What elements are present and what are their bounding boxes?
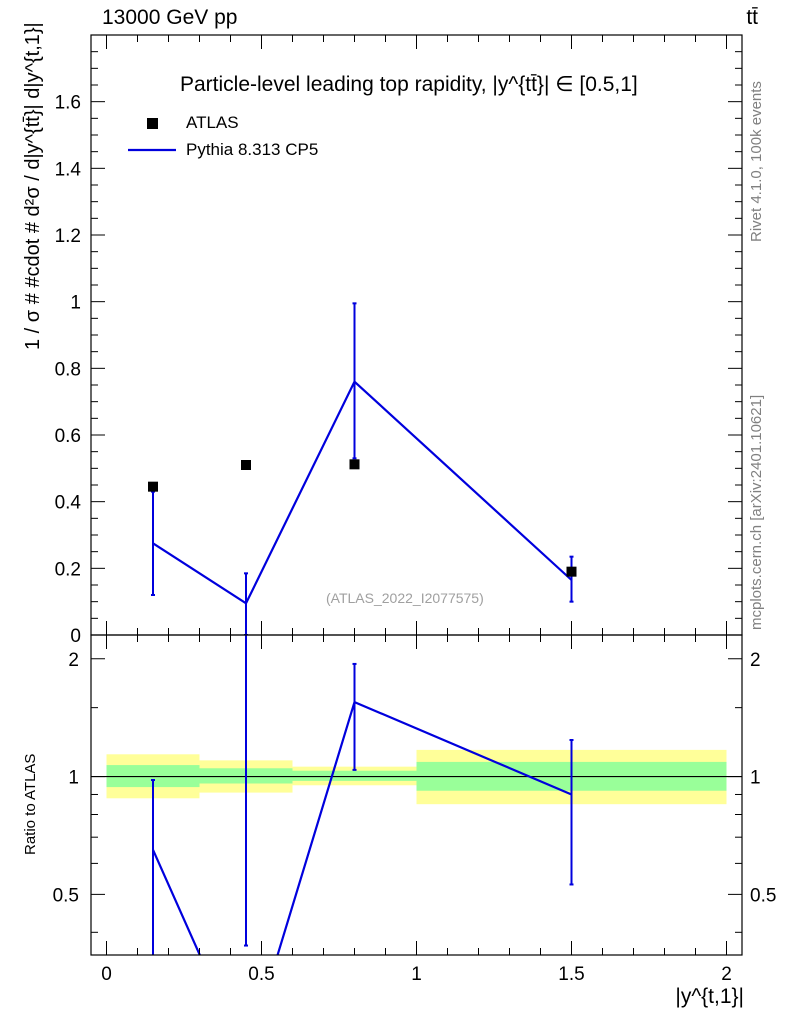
y-axis-label: 1 / σ # #cdot # d²σ / d|y^{tt̄}| d|y^{t,… — [22, 22, 44, 350]
ratio-inner-band — [292, 770, 417, 781]
y-tick-label: 0.2 — [55, 559, 81, 580]
y-tick-label: 1.2 — [55, 226, 81, 247]
process-label: tt̄ — [746, 6, 758, 29]
energy-label: 13000 GeV pp — [102, 6, 238, 29]
legend-pythia-label: Pythia 8.313 CP5 — [186, 140, 319, 159]
x-tick-label: 1.5 — [558, 964, 584, 985]
x-axis-label: |y^{t,1}| — [675, 985, 744, 1008]
legend-atlas-marker — [147, 118, 158, 129]
y-tick-label: 0.4 — [55, 493, 82, 514]
ratio-y-tick-label: 2 — [68, 650, 79, 671]
main-panel: 0 0.2 0.4 0.6 0.8 1 1.2 1.4 1.6 — [55, 34, 743, 647]
ratio-y-tick-label: 1 — [68, 768, 79, 789]
x-tick-label: 2 — [721, 964, 732, 985]
rivet-version-label: Rivet 4.1.0, 100k events — [748, 81, 765, 242]
ratio-y-tick-label-right: 1 — [750, 768, 761, 789]
ratio-plot-area — [91, 635, 742, 955]
ratio-y-tick-label-right: 2 — [750, 650, 761, 671]
ratio-y-tick-label: 0.5 — [53, 885, 79, 906]
plot-title: Particle-level leading top rapidity, |y^… — [180, 73, 638, 96]
ratio-y-tick-label-right: 0.5 — [750, 885, 776, 906]
mcplots-label: mcplots.cern.ch [arXiv:2401.10621] — [748, 394, 765, 630]
legend-atlas-label: ATLAS — [186, 113, 239, 132]
ratio-y-axis-label: Ratio to ATLAS — [22, 753, 39, 855]
x-tick-label: 0.5 — [248, 964, 274, 985]
atlas-data-point — [148, 481, 158, 492]
ratio-frame — [90, 634, 743, 956]
atlas-data-point — [566, 566, 577, 577]
ratio-panel: 0.5 0.5 1 1 2 2 0 0.5 1 1.5 2 — [53, 634, 776, 985]
y-tick-label: 0 — [70, 626, 81, 647]
atlas-data-point — [241, 460, 251, 470]
y-tick-label: 1.4 — [55, 159, 82, 180]
atlas-data-point — [349, 459, 360, 470]
analysis-reference: (ATLAS_2022_I2077575) — [326, 590, 484, 606]
y-tick-label: 0.8 — [55, 359, 81, 380]
y-tick-label: 0.6 — [55, 426, 81, 447]
x-tick-label: 1 — [411, 964, 422, 985]
y-tick-label: 1 — [70, 293, 81, 314]
main-plot-area — [148, 302, 577, 635]
y-tick-label: 1.6 — [55, 93, 81, 114]
pythia-series-line — [152, 379, 573, 605]
x-tick-label: 0 — [101, 964, 112, 985]
